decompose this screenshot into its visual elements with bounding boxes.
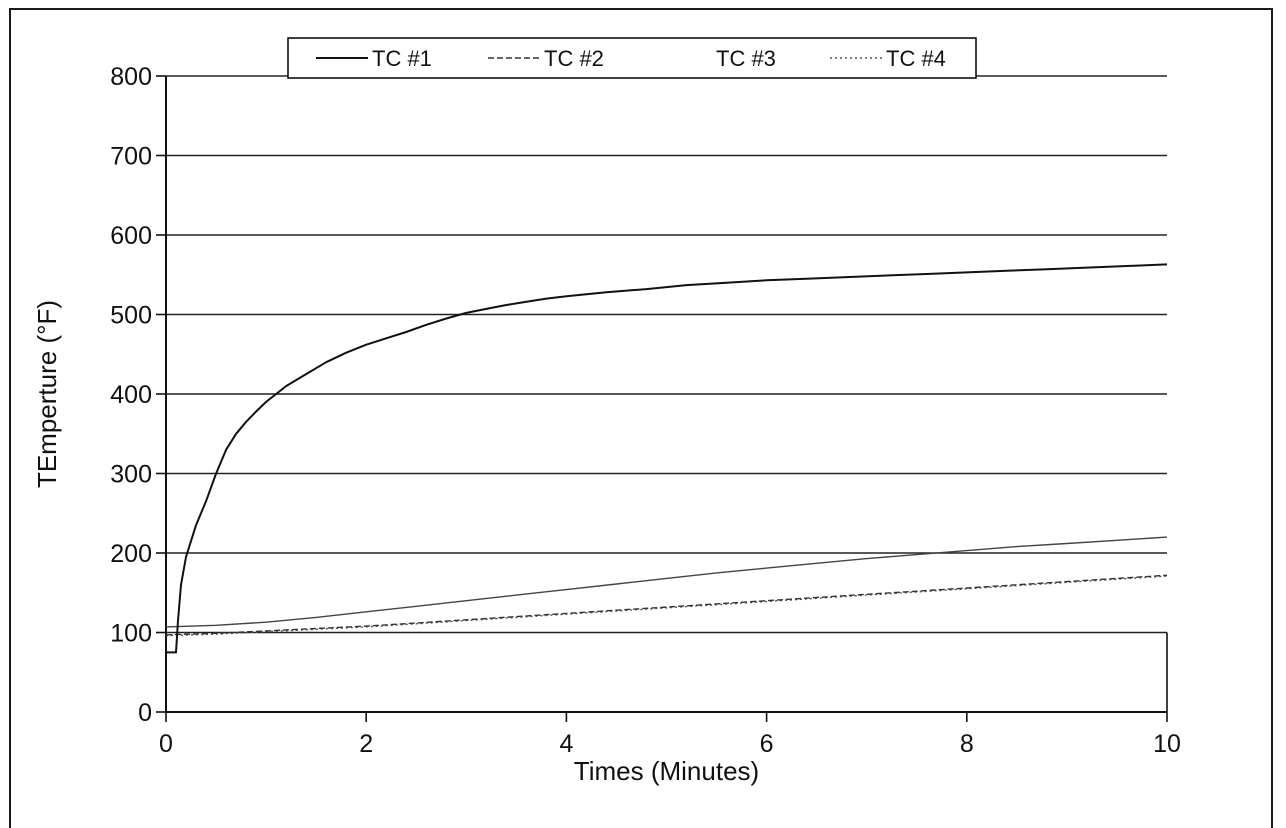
y-tick-label-200: 200 (110, 540, 152, 568)
x-tick-label-8: 8 (960, 730, 974, 758)
grid-lines (166, 75, 1167, 634)
series-line-tc-2 (165, 574, 1168, 636)
y-axis-title: TEmperture (°F) (32, 300, 62, 488)
y-tick-label-0: 0 (138, 699, 152, 727)
x-tick-label-10: 10 (1153, 730, 1181, 758)
y-tick-label-600: 600 (110, 222, 152, 250)
y-tick-label-700: 700 (110, 143, 152, 171)
x-tick-label-2: 2 (359, 730, 373, 758)
y-tick-label-400: 400 (110, 381, 152, 409)
y-tick-label-300: 300 (110, 461, 152, 489)
series-line-tc-4 (165, 575, 1168, 637)
series-lines (165, 263, 1168, 654)
chart-frame (9, 8, 1273, 828)
legend-items: TC #1 TC #2 TC #3 TC #4 (316, 46, 946, 71)
y-tick-label-800: 800 (110, 63, 152, 91)
x-tick-labels: 0 2 4 6 8 10 (159, 712, 1181, 758)
legend-label-4: TC #4 (886, 46, 946, 71)
y-tick-labels: 0 100 200 300 400 500 600 700 800 (110, 63, 166, 727)
series-line-tc-1 (166, 263, 1168, 654)
x-tick-label-6: 6 (760, 730, 774, 758)
legend-label-3: TC #3 (716, 46, 776, 71)
legend-label-1: TC #1 (372, 46, 432, 71)
y-tick-label-100: 100 (110, 620, 152, 648)
y-tick-label-500: 500 (110, 302, 152, 330)
series-line-tc-3 (165, 536, 1168, 628)
x-axis-title: Times (Minutes) (574, 756, 759, 786)
legend: TC #1 TC #2 TC #3 TC #4 (287, 37, 977, 79)
x-tick-label-0: 0 (159, 730, 173, 758)
legend-label-2: TC #2 (544, 46, 604, 71)
x-tick-label-4: 4 (559, 730, 573, 758)
